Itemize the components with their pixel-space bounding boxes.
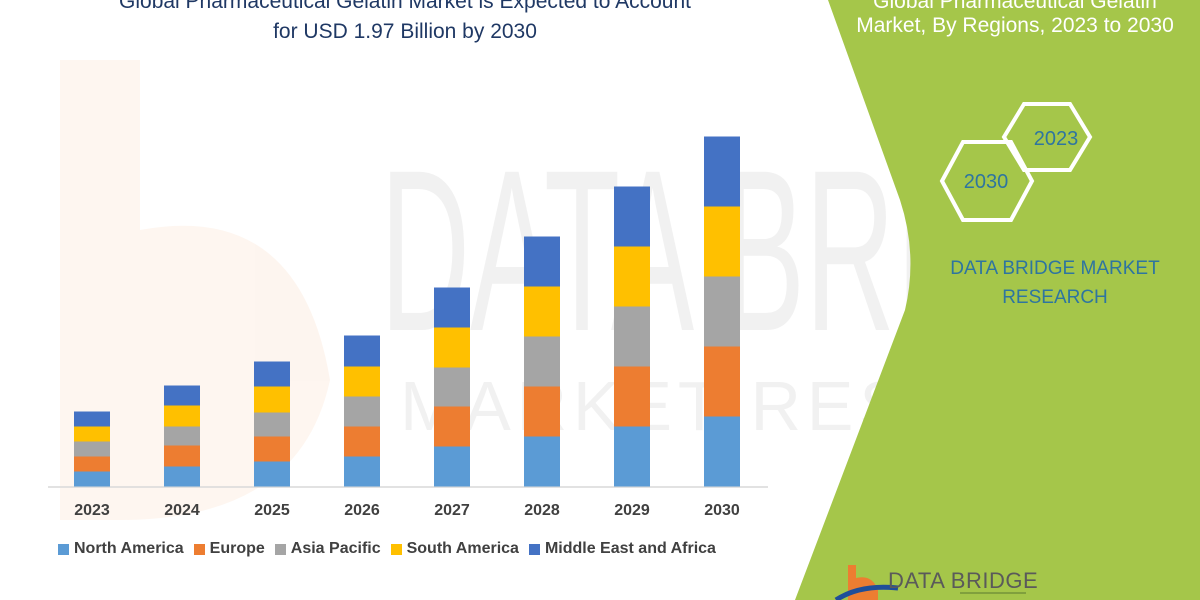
bar-segment-2030-middle-east-and-africa <box>704 136 740 207</box>
bar-segment-2027-north-america <box>434 446 470 487</box>
bar-segment-2029-asia-pacific <box>614 306 650 367</box>
bar-segment-2028-north-america <box>524 436 560 487</box>
bar-segment-2027-asia-pacific <box>434 367 470 407</box>
x-tick-label: 2027 <box>434 502 470 519</box>
bar-segment-2029-south-america <box>614 246 650 307</box>
hexagon-2030-label: 2030 <box>964 171 1009 193</box>
bar-segment-2024-asia-pacific <box>164 426 200 446</box>
side-panel-title-line1: Global Pharmaceutical Gelatin <box>873 0 1157 13</box>
hexagon-2023-label: 2023 <box>1034 128 1079 150</box>
x-tick-label: 2029 <box>614 502 650 519</box>
x-tick-label: 2025 <box>254 502 290 519</box>
hexagon-2023 <box>1001 102 1093 172</box>
x-tick-label: 2030 <box>704 502 740 519</box>
legend-swatch <box>528 543 540 555</box>
bar-segment-2025-asia-pacific <box>254 412 290 437</box>
bar-segment-2025-europe <box>254 436 290 462</box>
bar-segment-2030-europe <box>704 346 740 417</box>
bar-segment-2028-asia-pacific <box>524 336 560 387</box>
x-tick-label: 2028 <box>524 502 560 519</box>
x-tick-label: 2023 <box>74 502 110 519</box>
chart-title-line1: Global Pharmaceutical Gelatin Market is … <box>119 0 691 13</box>
bar-segment-2030-asia-pacific <box>704 276 740 347</box>
bar-segment-2030-south-america <box>704 206 740 277</box>
bar-segment-2030-north-america <box>704 416 740 487</box>
bar-segment-2024-south-america <box>164 405 200 427</box>
bar-segment-2028-europe <box>524 386 560 437</box>
bar-segment-2023-north-america <box>74 471 110 487</box>
bar-segment-2026-middle-east-and-africa <box>344 335 380 367</box>
legend-item: North America <box>58 540 184 558</box>
hexagon-2030 <box>939 140 1035 222</box>
legend-item: Asia Pacific <box>274 540 381 558</box>
bar-segment-2025-south-america <box>254 386 290 413</box>
legend-item: Middle East and Africa <box>528 540 716 558</box>
legend-swatch <box>58 543 69 555</box>
bar-segment-2023-south-america <box>74 426 110 442</box>
bar-segment-2023-asia-pacific <box>74 441 110 457</box>
bar-segment-2029-north-america <box>614 426 650 487</box>
x-tick-label: 2026 <box>344 502 380 519</box>
legend-label: Asia Pacific <box>290 540 381 557</box>
side-panel-title-line2: Market, By Regions, 2023 to 2030 <box>856 14 1174 37</box>
logo-icon <box>834 565 899 600</box>
chart-title-line2: for USD 1.97 Billion by 2030 <box>273 20 537 43</box>
bar-segment-2026-south-america <box>344 366 380 397</box>
legend-label: Europe <box>209 540 265 557</box>
bar-segment-2025-middle-east-and-africa <box>254 361 290 387</box>
bar-segment-2029-europe <box>614 366 650 427</box>
logo-text: DATA BRIDGE <box>888 568 1039 593</box>
legend-item: Europe <box>193 540 265 558</box>
legend-swatch <box>193 543 205 555</box>
side-panel-background <box>795 0 1200 600</box>
bar-segment-2026-asia-pacific <box>344 396 380 427</box>
bar-segment-2024-north-america <box>164 466 200 487</box>
legend-label: North America <box>74 540 184 557</box>
bar-segment-2024-middle-east-and-africa <box>164 385 200 406</box>
bar-segment-2028-middle-east-and-africa <box>524 236 560 287</box>
x-tick-label: 2024 <box>164 502 200 519</box>
legend-item: South America <box>390 540 519 558</box>
bar-segment-2026-europe <box>344 426 380 457</box>
bar-segment-2028-south-america <box>524 286 560 337</box>
legend-swatch <box>274 543 286 555</box>
brand-line1: DATA BRIDGE MARKET <box>950 258 1160 279</box>
bar-segment-2023-middle-east-and-africa <box>74 411 110 427</box>
bar-segment-2023-europe <box>74 456 110 472</box>
bar-segment-2025-north-america <box>254 461 290 487</box>
bars-group <box>74 136 740 487</box>
legend: North America Europe Asia Pacific South Ame… <box>58 540 716 558</box>
bar-segment-2024-europe <box>164 445 200 467</box>
legend-label: Middle East and Africa <box>544 540 716 557</box>
bar-segment-2027-south-america <box>434 327 470 368</box>
bar-segment-2027-middle-east-and-africa <box>434 287 470 328</box>
bar-segment-2029-middle-east-and-africa <box>614 186 650 247</box>
bar-segment-2027-europe <box>434 406 470 447</box>
bar-segment-2026-north-america <box>344 456 380 487</box>
brand-line2: RESEARCH <box>1002 287 1108 308</box>
legend-label: South America <box>406 540 519 557</box>
legend-swatch <box>390 543 402 555</box>
